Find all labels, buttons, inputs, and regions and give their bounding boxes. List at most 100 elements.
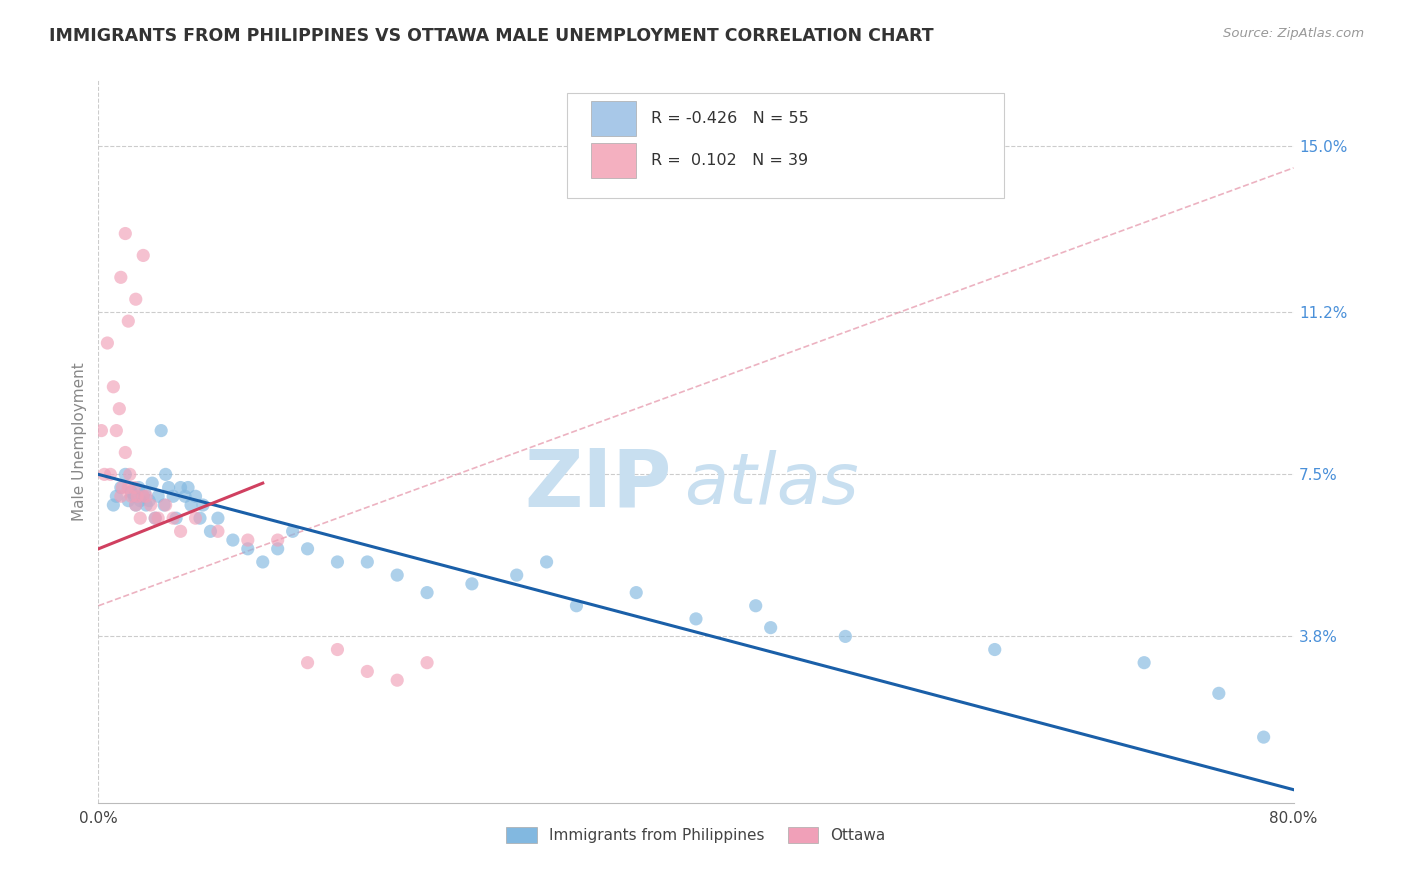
- Point: [236, 533, 259, 547]
- Point: [117, 493, 139, 508]
- Point: [416, 656, 439, 670]
- Point: [132, 489, 155, 503]
- Point: [461, 577, 484, 591]
- Point: [129, 511, 152, 525]
- Point: [132, 489, 155, 503]
- Point: [114, 227, 136, 241]
- Point: [174, 489, 197, 503]
- Point: [124, 481, 146, 495]
- FancyBboxPatch shape: [567, 93, 1004, 198]
- Point: [141, 476, 163, 491]
- Point: [200, 524, 222, 539]
- Point: [759, 621, 782, 635]
- Point: [134, 484, 156, 499]
- Point: [326, 555, 349, 569]
- Point: [416, 585, 439, 599]
- Point: [165, 511, 187, 525]
- Point: [148, 511, 170, 525]
- Point: [252, 555, 274, 569]
- Point: [155, 498, 177, 512]
- Text: ZIP: ZIP: [524, 446, 672, 524]
- Point: [385, 673, 409, 688]
- Point: [685, 612, 707, 626]
- Point: [1208, 686, 1230, 700]
- FancyBboxPatch shape: [591, 101, 637, 136]
- Point: [143, 511, 166, 525]
- Point: [132, 248, 155, 262]
- Point: [184, 511, 207, 525]
- Point: [108, 401, 131, 416]
- Point: [143, 511, 166, 525]
- Point: [834, 629, 856, 643]
- Point: [184, 489, 207, 503]
- Point: [153, 498, 176, 512]
- Y-axis label: Male Unemployment: Male Unemployment: [72, 362, 87, 521]
- Point: [93, 467, 115, 482]
- Point: [169, 481, 191, 495]
- Point: [129, 493, 152, 508]
- Text: IMMIGRANTS FROM PHILIPPINES VS OTTAWA MALE UNEMPLOYMENT CORRELATION CHART: IMMIGRANTS FROM PHILIPPINES VS OTTAWA MA…: [49, 27, 934, 45]
- Point: [105, 424, 128, 438]
- Point: [1253, 730, 1275, 744]
- Text: R = -0.426   N = 55: R = -0.426 N = 55: [651, 112, 808, 126]
- Point: [96, 336, 118, 351]
- Point: [117, 481, 139, 495]
- Point: [169, 524, 191, 539]
- Point: [111, 481, 134, 495]
- Point: [98, 467, 122, 482]
- Point: [125, 498, 148, 512]
- Point: [110, 489, 132, 503]
- Point: [128, 481, 150, 495]
- Point: [281, 524, 304, 539]
- Point: [1133, 656, 1156, 670]
- Point: [105, 489, 128, 503]
- Point: [385, 568, 409, 582]
- Point: [118, 467, 141, 482]
- Point: [125, 498, 148, 512]
- Point: [110, 270, 132, 285]
- Point: [297, 541, 319, 556]
- Point: [207, 511, 229, 525]
- Point: [120, 489, 142, 503]
- Point: [155, 467, 177, 482]
- Point: [745, 599, 768, 613]
- Point: [236, 541, 259, 556]
- Point: [984, 642, 1007, 657]
- FancyBboxPatch shape: [591, 143, 637, 178]
- Point: [177, 481, 200, 495]
- Point: [356, 555, 378, 569]
- Point: [180, 498, 202, 512]
- Point: [267, 533, 290, 547]
- Point: [356, 665, 378, 679]
- Point: [207, 524, 229, 539]
- Point: [124, 489, 146, 503]
- Point: [103, 380, 125, 394]
- Point: [162, 511, 184, 525]
- Point: [103, 498, 125, 512]
- Point: [120, 484, 142, 499]
- Point: [148, 489, 170, 503]
- Point: [135, 498, 157, 512]
- Point: [222, 533, 245, 547]
- Point: [188, 511, 211, 525]
- Text: R =  0.102   N = 39: R = 0.102 N = 39: [651, 153, 807, 168]
- Point: [157, 481, 180, 495]
- Point: [191, 498, 214, 512]
- Point: [127, 489, 149, 503]
- Point: [326, 642, 349, 657]
- Point: [110, 481, 132, 495]
- Point: [162, 489, 184, 503]
- Point: [114, 445, 136, 459]
- Legend: Immigrants from Philippines, Ottawa: Immigrants from Philippines, Ottawa: [501, 822, 891, 849]
- Text: Source: ZipAtlas.com: Source: ZipAtlas.com: [1223, 27, 1364, 40]
- Point: [150, 424, 173, 438]
- Point: [536, 555, 558, 569]
- Point: [506, 568, 529, 582]
- Point: [135, 489, 157, 503]
- Point: [139, 498, 162, 512]
- Point: [90, 424, 112, 438]
- Point: [114, 467, 136, 482]
- Point: [565, 599, 588, 613]
- Text: atlas: atlas: [685, 450, 859, 519]
- Point: [117, 314, 139, 328]
